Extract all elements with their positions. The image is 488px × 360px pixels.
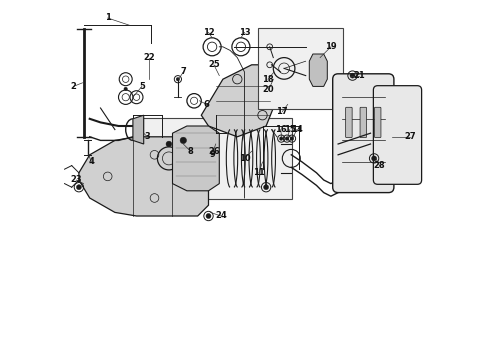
Circle shape [166,141,171,147]
Text: 26: 26 [207,147,219,156]
Circle shape [176,77,179,81]
Text: 1: 1 [104,13,110,22]
Circle shape [371,156,376,161]
Circle shape [263,185,268,190]
FancyBboxPatch shape [374,107,380,138]
Circle shape [205,149,211,154]
Polygon shape [79,137,208,216]
Text: 25: 25 [207,60,219,69]
Text: 12: 12 [202,28,214,37]
Text: 22: 22 [143,53,155,62]
Text: 6: 6 [203,100,209,109]
FancyBboxPatch shape [359,107,366,138]
Polygon shape [309,54,326,86]
Circle shape [349,73,354,78]
Circle shape [289,137,293,140]
Polygon shape [172,126,219,191]
Text: 20: 20 [262,85,274,94]
Text: 10: 10 [238,154,250,163]
FancyBboxPatch shape [345,107,351,138]
Polygon shape [133,115,143,144]
Text: 2: 2 [70,82,76,91]
Text: 21: 21 [352,71,364,80]
Text: 28: 28 [373,161,385,170]
Circle shape [123,87,127,91]
Text: 4: 4 [88,157,94,166]
Text: 24: 24 [215,211,226,220]
Circle shape [205,213,211,219]
Text: 3: 3 [144,132,150,141]
Polygon shape [201,65,280,137]
Text: 19: 19 [325,42,336,51]
FancyBboxPatch shape [257,28,342,109]
Circle shape [180,137,186,144]
Text: 18: 18 [262,75,273,84]
Text: 14: 14 [290,125,302,134]
Text: 11: 11 [252,168,264,177]
Circle shape [279,137,283,140]
Circle shape [76,185,81,190]
Text: 23: 23 [70,175,82,184]
Text: 8: 8 [187,147,193,156]
FancyBboxPatch shape [373,86,421,184]
Text: 27: 27 [404,132,415,141]
Text: 15: 15 [283,125,295,134]
Text: 16: 16 [274,125,286,134]
Text: 7: 7 [180,68,186,77]
FancyBboxPatch shape [332,74,393,193]
Text: 9: 9 [209,150,215,159]
Text: 13: 13 [238,28,250,37]
Text: 5: 5 [139,82,144,91]
Circle shape [285,137,288,140]
FancyBboxPatch shape [142,118,292,199]
Text: 17: 17 [276,107,287,116]
